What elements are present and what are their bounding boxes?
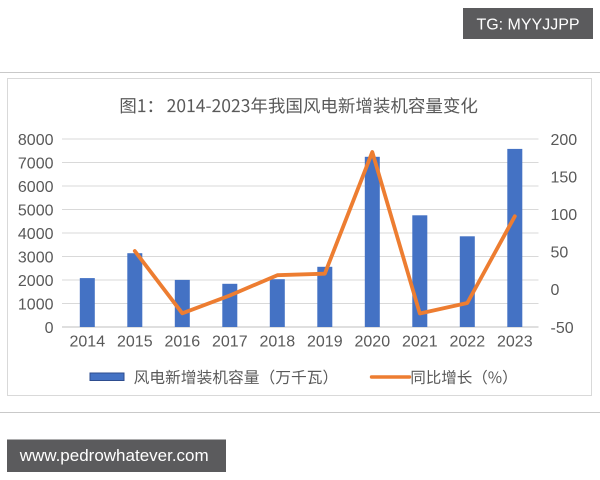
svg-text:2020: 2020 — [355, 334, 391, 351]
svg-text:2017: 2017 — [212, 334, 248, 351]
svg-text:200: 200 — [551, 132, 578, 149]
svg-text:7000: 7000 — [18, 155, 54, 172]
svg-text:100: 100 — [551, 207, 578, 224]
svg-text:2018: 2018 — [260, 334, 296, 351]
svg-text:-50: -50 — [551, 320, 574, 337]
svg-text:www.pedrowhatever.com: www.pedrowhatever.com — [19, 446, 209, 465]
svg-text:2022: 2022 — [450, 334, 486, 351]
svg-text:2014: 2014 — [70, 334, 106, 351]
svg-text:0: 0 — [45, 320, 54, 337]
svg-text:2023: 2023 — [497, 334, 533, 351]
svg-text:3000: 3000 — [18, 249, 54, 266]
svg-text:TG: MYYJJPP: TG: MYYJJPP — [476, 16, 579, 33]
svg-text:50: 50 — [551, 245, 569, 262]
svg-text:8000: 8000 — [18, 132, 54, 149]
svg-text:4000: 4000 — [18, 226, 54, 243]
svg-text:150: 150 — [551, 169, 578, 186]
svg-text:5000: 5000 — [18, 202, 54, 219]
svg-text:0: 0 — [551, 282, 560, 299]
svg-text:1000: 1000 — [18, 296, 54, 313]
svg-text:2000: 2000 — [18, 273, 54, 290]
svg-text:2019: 2019 — [307, 334, 343, 351]
svg-text:2021: 2021 — [402, 334, 438, 351]
svg-text:2015: 2015 — [117, 334, 153, 351]
svg-text:2016: 2016 — [165, 334, 201, 351]
svg-text:6000: 6000 — [18, 179, 54, 196]
